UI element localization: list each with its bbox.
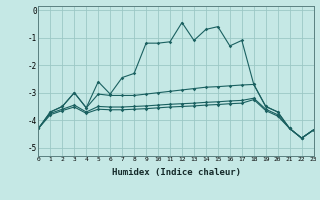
X-axis label: Humidex (Indice chaleur): Humidex (Indice chaleur) [111,168,241,177]
